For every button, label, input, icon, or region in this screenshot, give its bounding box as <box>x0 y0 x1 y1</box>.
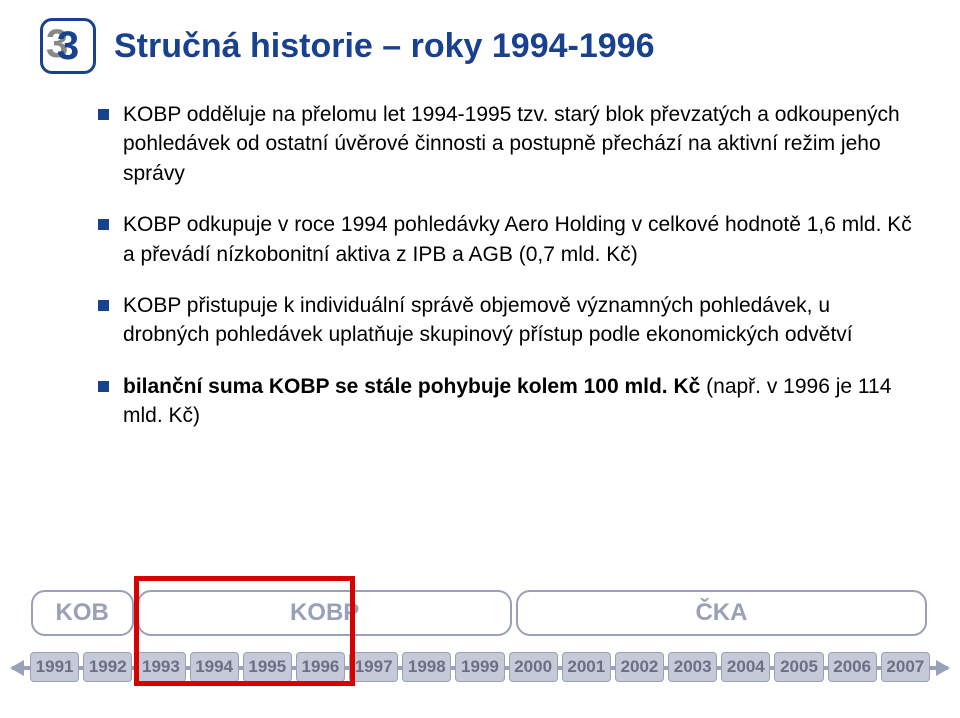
timeline-axis: 1991199219931994199519961997199819992000… <box>12 648 948 688</box>
year-label: 2001 <box>562 652 611 682</box>
bullet-text: KOBP odděluje na přelomu let 1994-1995 t… <box>123 100 920 188</box>
year-label: 1997 <box>349 652 398 682</box>
bullet-item: KOBP odkupuje v roce 1994 pohledávky Aer… <box>98 210 920 269</box>
timeline-band: KOB <box>31 590 134 636</box>
year-label: 1995 <box>243 652 292 682</box>
year-label: 2007 <box>881 652 930 682</box>
section-number-badge: 33 <box>40 18 96 74</box>
slide-header: 33 Stručná historie – roky 1994-1996 <box>40 18 920 74</box>
timeline-bands: KOBKOBPČKA <box>12 582 948 644</box>
bullet-marker <box>98 300 109 311</box>
timeline-band: KOBP <box>137 590 511 636</box>
year-label: 1991 <box>30 652 79 682</box>
bullet-item: bilanční suma KOBP se stále pohybuje kol… <box>98 372 920 431</box>
year-labels: 1991199219931994199519961997199819992000… <box>30 652 930 682</box>
year-label: 2005 <box>774 652 823 682</box>
bullet-marker <box>98 219 109 230</box>
year-label: 1994 <box>190 652 239 682</box>
bullet-marker <box>98 381 109 392</box>
timeline: KOBKOBPČKA 19911992199319941995199619971… <box>0 582 960 688</box>
year-label: 2004 <box>721 652 770 682</box>
bullet-marker <box>98 109 109 120</box>
year-label: 2000 <box>509 652 558 682</box>
year-label: 2006 <box>828 652 877 682</box>
bullet-text: bilanční suma KOBP se stále pohybuje kol… <box>123 372 920 431</box>
year-label: 1999 <box>455 652 504 682</box>
timeline-band: ČKA <box>516 590 928 636</box>
year-label: 1998 <box>402 652 451 682</box>
year-label: 2003 <box>668 652 717 682</box>
bullet-text: KOBP odkupuje v roce 1994 pohledávky Aer… <box>123 210 920 269</box>
slide-title: Stručná historie – roky 1994-1996 <box>114 27 655 66</box>
bullet-item: KOBP přistupuje k individuální správě ob… <box>98 291 920 350</box>
year-label: 1992 <box>83 652 132 682</box>
bullet-text: KOBP přistupuje k individuální správě ob… <box>123 291 920 350</box>
year-label: 1993 <box>136 652 185 682</box>
bullet-list: KOBP odděluje na přelomu let 1994-1995 t… <box>40 100 920 431</box>
year-label: 2002 <box>615 652 664 682</box>
bullet-item: KOBP odděluje na přelomu let 1994-1995 t… <box>98 100 920 188</box>
year-label: 1996 <box>296 652 345 682</box>
